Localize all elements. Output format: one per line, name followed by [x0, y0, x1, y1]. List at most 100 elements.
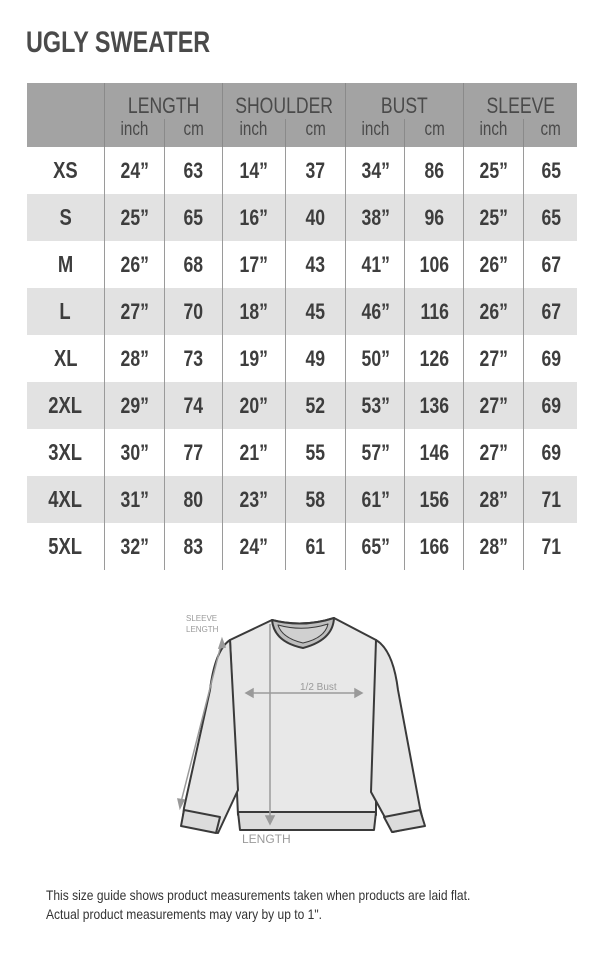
sleeve-length-label: SLEEVE [186, 614, 217, 623]
table-cell: 21” [222, 429, 286, 476]
table-cell: 32” [104, 523, 165, 570]
table-cell: 14” [222, 147, 286, 194]
unit-header: cm [523, 119, 578, 147]
header-shoulder: SHOULDER [221, 83, 346, 119]
table-cell: 67 [523, 288, 578, 335]
table-cell: 26” [104, 241, 165, 288]
table-cell: 106 [404, 241, 464, 288]
size-label: L [27, 288, 105, 335]
table-cell: 63 [164, 147, 223, 194]
table-cell: 58 [284, 476, 346, 523]
table-cell: 96 [404, 194, 464, 241]
unit-header: inch [345, 119, 405, 147]
table-cell: 25” [463, 194, 524, 241]
table-cell: 27” [463, 335, 524, 382]
sleeve-length-label-2: LENGTH [186, 625, 219, 634]
unit-header: cm [284, 119, 346, 147]
table-cell: 30” [104, 429, 165, 476]
table-cell: 70 [164, 288, 223, 335]
table-row: XL 28” 73 19” 49 50” 126 27” 69 [27, 335, 578, 382]
table-cell: 50” [345, 335, 405, 382]
size-label: 4XL [27, 476, 105, 523]
table-cell: 43 [284, 241, 346, 288]
table-cell: 80 [164, 476, 223, 523]
table-cell: 16” [222, 194, 286, 241]
corner-cell [27, 83, 105, 147]
table-cell: 52 [284, 382, 346, 429]
unit-header: inch [463, 119, 524, 147]
table-cell: 61 [284, 523, 346, 570]
table-cell: 156 [404, 476, 464, 523]
table-cell: 71 [523, 523, 578, 570]
table-cell: 65 [164, 194, 223, 241]
size-label: S [27, 194, 105, 241]
table-cell: 40 [284, 194, 346, 241]
table-row: M 26” 68 17” 43 41” 106 26” 67 [27, 241, 578, 288]
table-cell: 29” [104, 382, 165, 429]
header-length: LENGTH [104, 83, 223, 119]
table-cell: 25” [463, 147, 524, 194]
table-cell: 116 [404, 288, 464, 335]
table-cell: 25” [104, 194, 165, 241]
table-cell: 24” [222, 523, 286, 570]
table-cell: 34” [345, 147, 405, 194]
table-cell: 53” [345, 382, 405, 429]
size-table: LENGTH SHOULDER BUST SLEEVE inch cm inch cm… [27, 83, 578, 570]
table-cell: 28” [463, 476, 524, 523]
table-row: 2XL 29” 74 20” 52 53” 136 27” 69 [27, 382, 578, 429]
note-line-2: Actual product measurements may vary by … [46, 906, 322, 922]
table-cell: 20” [222, 382, 286, 429]
table-cell: 46” [345, 288, 405, 335]
size-label: 2XL [27, 382, 105, 429]
page-title: UGLY SWEATER [26, 26, 211, 59]
unit-header: inch [104, 119, 165, 147]
table-cell: 146 [404, 429, 464, 476]
table-cell: 23” [222, 476, 286, 523]
table-cell: 65” [345, 523, 405, 570]
table-cell: 65 [523, 147, 578, 194]
table-row: 4XL 31” 80 23” 58 61” 156 28” 71 [27, 476, 578, 523]
size-label: 3XL [48, 439, 83, 465]
table-cell: 69 [523, 382, 578, 429]
table-cell: 74 [164, 382, 223, 429]
table-cell: 17” [222, 241, 286, 288]
table-cell: 31” [104, 476, 165, 523]
table-row: S 25” 65 16” 40 38” 96 25” 65 [27, 194, 578, 241]
table-cell: 73 [164, 335, 223, 382]
table-cell: 77 [164, 429, 223, 476]
table-row: 5XL 32” 83 24” 61 65” 166 28” 71 [27, 523, 578, 570]
table-row: L 27” 70 18” 45 46” 116 26” 67 [27, 288, 578, 335]
length-label: LENGTH [242, 832, 291, 846]
table-cell: 27” [463, 382, 524, 429]
table-cell: 61” [345, 476, 405, 523]
table-cell: 83 [164, 523, 223, 570]
size-label: XS [53, 157, 78, 183]
table-cell: 71 [523, 476, 578, 523]
table-cell: 27” [104, 288, 165, 335]
table-cell: 67 [523, 241, 578, 288]
table-cell: 27” [463, 429, 524, 476]
table-row: 3XL 30” 77 21” 55 57” 146 27” 69 [27, 429, 578, 476]
table-cell: 68 [164, 241, 223, 288]
size-label: M [57, 251, 74, 277]
unit-header: cm [164, 119, 223, 147]
table-row: XS 24” 63 14” 37 34” 86 25” 65 [27, 147, 578, 194]
table-cell: 28” [463, 523, 524, 570]
measurement-note: This size guide shows product measuremen… [46, 886, 470, 924]
table-cell: 69 [523, 429, 578, 476]
table-cell: 69 [523, 335, 578, 382]
table-cell: 57” [345, 429, 405, 476]
table-cell: 18” [222, 288, 286, 335]
table-cell: 26” [463, 241, 524, 288]
note-line-1: This size guide shows product measuremen… [46, 887, 471, 903]
unit-header: cm [404, 119, 464, 147]
half-bust-label: 1/2 Bust [300, 682, 337, 693]
table-cell: 166 [404, 523, 464, 570]
table-cell: 24” [104, 147, 165, 194]
header-sleeve: SLEEVE [463, 83, 578, 119]
size-label: XL [53, 345, 78, 371]
table-cell: 41” [345, 241, 405, 288]
table-cell: 19” [222, 335, 286, 382]
table-cell: 49 [284, 335, 346, 382]
